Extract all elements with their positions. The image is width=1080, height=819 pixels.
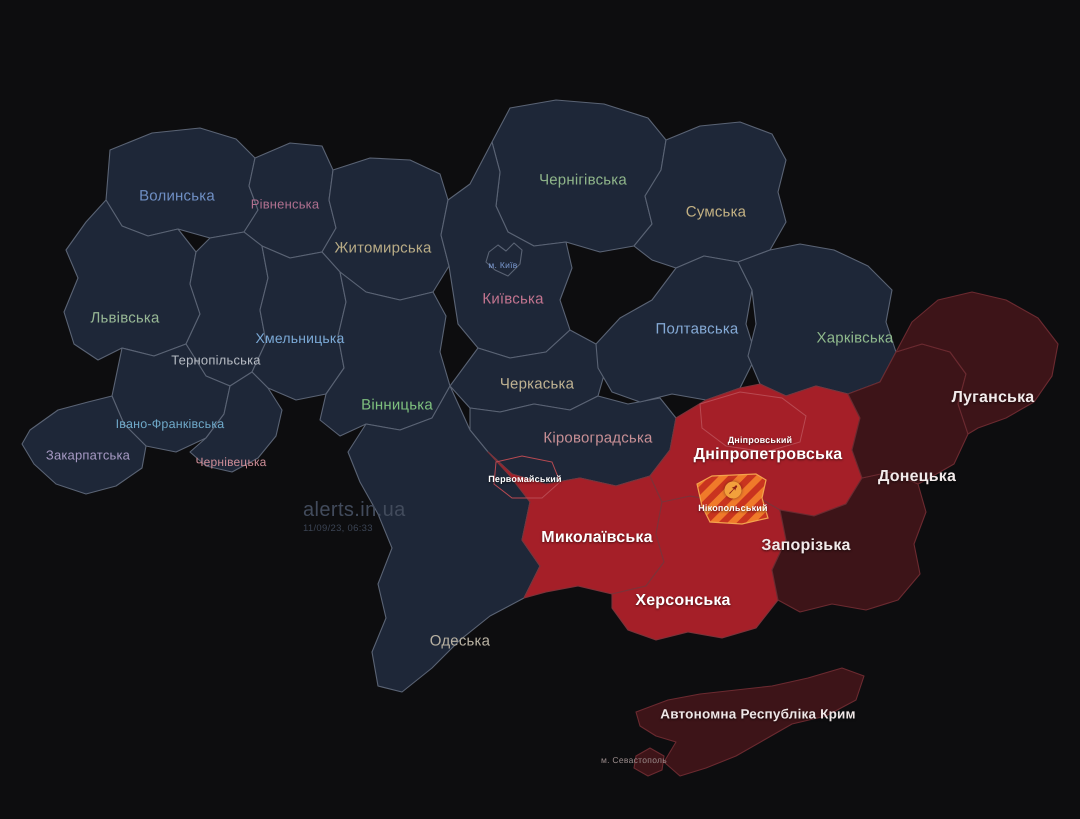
- district-nikopolskyi-partial-alert[interactable]: [696, 473, 769, 525]
- region-label-kherson[interactable]: Херсонська: [635, 592, 731, 609]
- region-label-kyiv-city[interactable]: м. Київ: [488, 260, 518, 270]
- region-kharkiv[interactable]: [738, 244, 896, 396]
- region-label-sevastopol[interactable]: м. Севастополь: [600, 755, 668, 765]
- region-label-kirovohrad[interactable]: Кіровоградська: [543, 429, 653, 447]
- explosion-icon[interactable]: [724, 481, 742, 499]
- region-label-odesa[interactable]: Одеська: [429, 632, 491, 650]
- region-label-poltava[interactable]: Полтавська: [655, 320, 739, 338]
- district-dniprovskyi-outline[interactable]: [699, 391, 807, 453]
- region-label-volyn[interactable]: Волинська: [139, 187, 215, 205]
- district-label-dniprovskyi[interactable]: Дніпровський: [727, 435, 793, 445]
- region-label-cherkasy[interactable]: Черкаська: [499, 375, 575, 393]
- region-zaporizhzhia[interactable]: [772, 472, 926, 612]
- region-label-zhytomyr[interactable]: Житомирська: [334, 239, 432, 257]
- region-label-ternopil[interactable]: Тернопільська: [171, 352, 261, 368]
- district-pervomaiskyi-outline[interactable]: [493, 455, 561, 499]
- district-label-nikopolskyi[interactable]: Нікопольський: [698, 503, 768, 513]
- region-crimea[interactable]: [636, 668, 864, 776]
- region-odesa[interactable]: [348, 386, 540, 692]
- region-label-rivne[interactable]: Рівненська: [250, 196, 320, 212]
- region-zakarpattia[interactable]: [22, 396, 146, 494]
- region-label-dnipropetrovsk[interactable]: Дніпропетровська: [693, 446, 843, 463]
- region-label-donetsk[interactable]: Донецька: [877, 468, 957, 485]
- region-label-luhansk[interactable]: Луганська: [951, 389, 1035, 406]
- region-label-zakarpattia[interactable]: Закарпатська: [45, 447, 131, 463]
- districts-group: [493, 391, 807, 525]
- calm-regions-group: [22, 100, 896, 692]
- region-label-chernihiv[interactable]: Чернігівська: [539, 171, 627, 189]
- occupied-regions-group: [634, 292, 1058, 776]
- region-volyn[interactable]: [106, 128, 258, 238]
- region-poltava[interactable]: [596, 256, 756, 402]
- region-label-mykolaiv[interactable]: Миколаївська: [541, 529, 653, 546]
- region-label-lviv[interactable]: Львівська: [90, 309, 160, 327]
- region-label-kyiv[interactable]: Київська: [482, 290, 544, 308]
- district-label-pervomaiskyi[interactable]: Первомайський: [488, 474, 562, 484]
- region-label-zaporizhzhia[interactable]: Запорізька: [761, 537, 851, 554]
- region-label-vinnytsia[interactable]: Вінницька: [361, 396, 433, 414]
- region-khmelnytskyi[interactable]: [252, 246, 346, 400]
- region-luhansk[interactable]: [896, 292, 1058, 434]
- region-label-khmelnytskyi[interactable]: Хмельницька: [255, 330, 345, 346]
- region-label-crimea[interactable]: Автономна Республіка Крим: [660, 706, 856, 722]
- region-kyiv-city[interactable]: [486, 243, 522, 276]
- region-sevastopol[interactable]: [634, 748, 664, 776]
- region-chernivtsi[interactable]: [190, 372, 282, 472]
- region-label-chernivtsi[interactable]: Чернівецька: [195, 455, 267, 469]
- region-label-ivano-frankivsk[interactable]: Івано-Франківська: [115, 417, 225, 431]
- region-label-sumy[interactable]: Сумська: [685, 203, 747, 221]
- region-label-kharkiv[interactable]: Харківська: [816, 329, 894, 347]
